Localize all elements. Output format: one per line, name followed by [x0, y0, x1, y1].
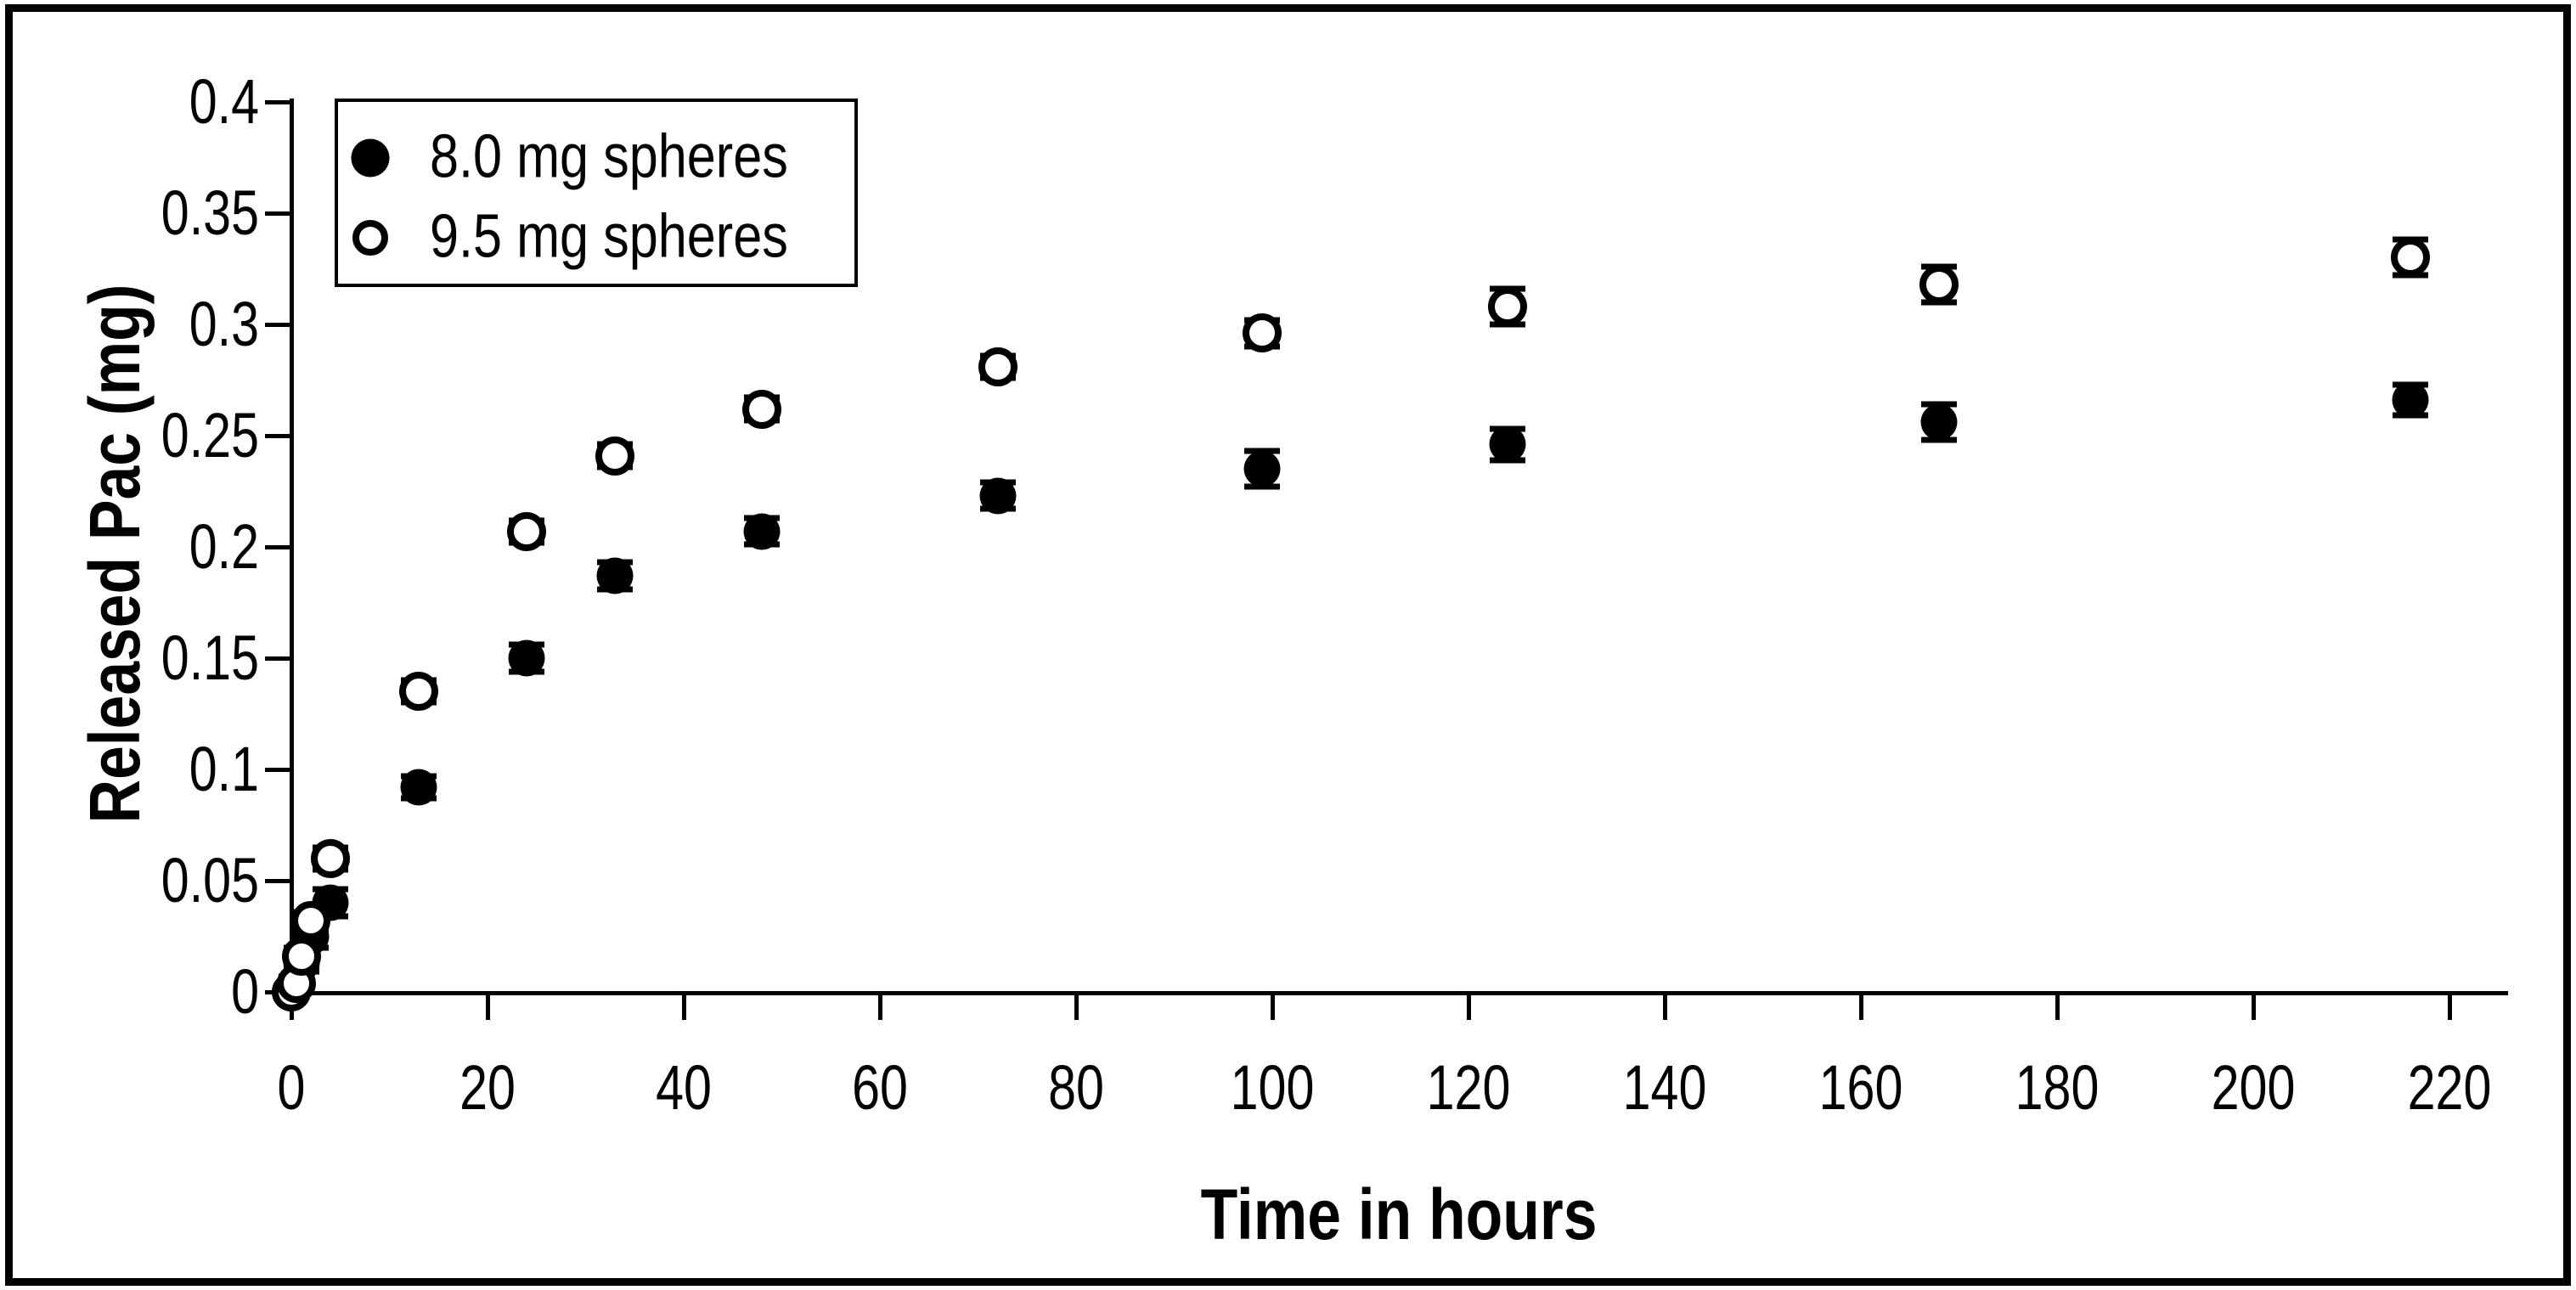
data-point-marker [291, 901, 331, 941]
y-tick-label: 0.15 [161, 622, 259, 693]
data-point-marker [2392, 381, 2429, 419]
x-tick [1466, 994, 1471, 1020]
y-tick-label: 0.2 [189, 511, 259, 582]
data-point-marker [1488, 287, 1528, 327]
legend-label: 8.0 mg spheres [430, 122, 788, 191]
open-circle-marker-icon [352, 220, 388, 256]
x-tick [2055, 994, 2060, 1020]
data-point-marker [400, 769, 437, 806]
y-tick [265, 656, 290, 661]
x-tick [681, 994, 686, 1020]
data-point-marker [1243, 450, 1281, 487]
x-tick-label: 200 [2211, 1052, 2296, 1123]
y-tick [265, 211, 290, 216]
data-point-marker [399, 672, 439, 712]
x-tick [2447, 994, 2452, 1020]
data-point-marker [595, 436, 635, 476]
data-point-marker [1243, 313, 1282, 353]
data-point-marker [1920, 403, 1958, 441]
x-tick [1662, 994, 1667, 1020]
x-tick-label: 220 [2407, 1052, 2492, 1123]
data-point-marker [507, 511, 547, 551]
y-tick [265, 99, 290, 104]
y-tick-label: 0.35 [161, 177, 259, 248]
y-tick [265, 544, 290, 549]
x-tick [1270, 994, 1275, 1020]
x-axis-line [290, 991, 2508, 995]
y-tick-label: 0.3 [189, 289, 259, 359]
y-tick [265, 767, 290, 772]
y-axis-line [290, 99, 294, 995]
data-point-marker [743, 513, 781, 550]
x-tick-label: 120 [1426, 1052, 1511, 1123]
x-axis-title: Time in hours [1200, 1175, 1598, 1254]
x-tick-label: 180 [2015, 1052, 2100, 1123]
y-tick [265, 878, 290, 883]
data-point-marker [1919, 264, 1959, 304]
x-tick-label: 20 [459, 1052, 516, 1123]
y-tick-label: 0.4 [189, 66, 259, 137]
figure-border [5, 4, 2571, 1286]
x-tick-label: 40 [656, 1052, 712, 1123]
legend-item-9-5mg: 9.5 mg spheres [338, 197, 854, 279]
data-point-marker [596, 557, 634, 594]
x-tick [1858, 994, 1863, 1020]
data-point-marker [281, 937, 321, 977]
legend: 8.0 mg spheres 9.5 mg spheres [335, 99, 858, 287]
x-tick [1074, 994, 1079, 1020]
x-tick-label: 160 [1818, 1052, 1903, 1123]
y-tick [265, 322, 290, 327]
data-point-marker [978, 346, 1017, 386]
x-tick [2251, 994, 2256, 1020]
legend-item-8mg: 8.0 mg spheres [338, 117, 854, 199]
data-point-marker [311, 838, 351, 878]
legend-label: 9.5 mg spheres [430, 202, 788, 271]
y-tick-label: 0 [231, 956, 259, 1027]
x-tick-label: 100 [1230, 1052, 1315, 1123]
y-tick-label: 0.25 [161, 400, 259, 470]
filled-circle-marker-icon [351, 138, 390, 177]
x-tick-label: 0 [277, 1052, 306, 1123]
y-tick-label: 0.1 [189, 734, 259, 804]
data-point-marker [1489, 425, 1526, 463]
data-point-marker [508, 639, 545, 677]
y-tick-label: 0.05 [161, 845, 259, 915]
x-tick [877, 994, 882, 1020]
y-tick [265, 433, 290, 438]
data-point-marker [979, 477, 1017, 515]
x-tick [485, 994, 490, 1020]
data-point-marker [2390, 238, 2430, 278]
x-tick-label: 80 [1048, 1052, 1104, 1123]
data-point-marker [742, 389, 782, 429]
x-tick-label: 60 [852, 1052, 908, 1123]
x-tick-label: 140 [1622, 1052, 1707, 1123]
y-axis-title: Released Pac (mg) [75, 284, 155, 824]
